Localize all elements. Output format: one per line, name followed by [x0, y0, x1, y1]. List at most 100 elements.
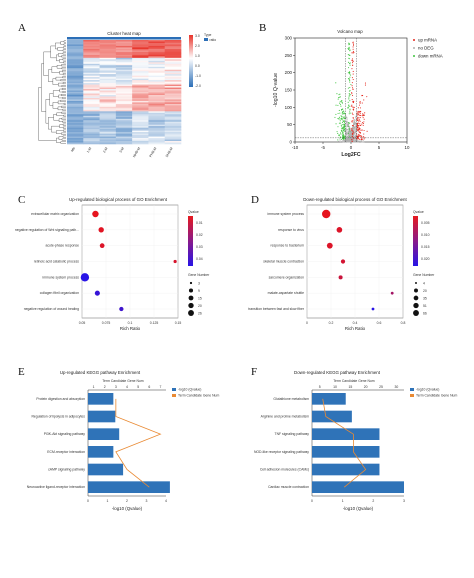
data-point — [352, 141, 354, 143]
heatmap-cell — [67, 129, 84, 131]
heatmap-cell — [148, 139, 166, 142]
heatmap-cell — [164, 121, 182, 124]
colorbar-tick: 0.0 — [195, 64, 200, 68]
size-legend-label: 51 — [423, 304, 427, 308]
data-point — [347, 78, 350, 80]
heatmap-cell — [164, 48, 182, 51]
heatmap-cell — [132, 54, 149, 57]
term-label: sarcomere organization — [269, 275, 305, 279]
heatmap-cell — [164, 56, 182, 59]
heatmap-cell — [67, 111, 84, 114]
heatmap-cell — [115, 127, 133, 130]
heatmap-cell — [164, 105, 182, 108]
x-tick-label: 0.15 — [175, 321, 182, 325]
panel-letter: B — [259, 22, 267, 34]
data-point — [348, 58, 350, 60]
heatmap-cell — [148, 72, 166, 75]
heatmap-cell — [67, 117, 84, 120]
dendrogram-branch — [49, 93, 54, 106]
heatmap-cell — [148, 65, 166, 68]
dendrogram-branch — [56, 112, 64, 116]
data-point — [349, 127, 351, 129]
heatmap-cell — [83, 99, 100, 102]
heatmap-cell — [99, 87, 117, 90]
heatmap-cell — [164, 106, 182, 109]
heatmap-cell — [132, 109, 149, 112]
data-point — [358, 125, 360, 127]
heatmap-cell — [83, 138, 100, 140]
data-point — [341, 117, 343, 119]
data-point — [346, 118, 348, 120]
heatmap-cell — [67, 40, 84, 42]
heatmap-cell — [83, 102, 100, 105]
heatmap-cell — [164, 44, 182, 47]
data-point — [351, 120, 353, 122]
heatmap-cell — [115, 109, 133, 112]
data-point — [352, 42, 354, 44]
dendrogram-branch — [63, 43, 66, 46]
heatmap-cell — [148, 45, 166, 48]
heatmap-cell — [99, 54, 117, 57]
data-point — [341, 127, 343, 129]
panel-a: A Cluster heat map Mb 1-M 2-M 3-M NHB-M PHB-M S… — [0, 0, 237, 180]
heatmap-cell — [99, 141, 117, 143]
panel-letter: D — [251, 194, 259, 206]
data-point — [338, 94, 340, 96]
heatmap-cell — [148, 115, 166, 118]
heatmap-cell — [115, 111, 133, 114]
data-point — [357, 107, 359, 109]
data-point — [351, 77, 353, 79]
data-point — [358, 127, 360, 129]
heatmap-cell — [67, 142, 84, 145]
heatmap-cell — [164, 132, 182, 134]
data-point — [352, 87, 354, 89]
category-label: Neuroactive ligand-receptor interaction — [27, 485, 85, 489]
data-point — [338, 116, 340, 118]
heatmap-cell — [132, 41, 149, 44]
heatmap-cell — [115, 81, 133, 84]
heatmap-cell — [83, 97, 100, 100]
top-axis-label: Term Candidate Gene Num — [102, 379, 143, 383]
data-point — [347, 122, 350, 124]
data-point — [360, 129, 362, 131]
heatmap-cell — [83, 65, 100, 68]
data-point — [345, 134, 348, 136]
data-point — [349, 141, 351, 143]
heatmap-cell — [67, 72, 84, 75]
go-up-chart: Up-regulated biological process of GO En… — [15, 197, 210, 331]
dendrogram-branch — [62, 58, 66, 61]
data-point — [347, 124, 349, 126]
heatmap-cell — [99, 78, 117, 81]
heatmap-cell — [132, 106, 149, 109]
heatmap-cell — [99, 112, 117, 115]
data-point — [351, 92, 353, 94]
heatmap-cell — [83, 56, 100, 59]
heatmap-cell — [115, 124, 133, 127]
heatmap-cell — [164, 86, 182, 88]
heatmap-cell — [132, 129, 149, 131]
dendrogram-branch — [62, 52, 66, 55]
data-point — [352, 120, 354, 122]
heatmap-cell — [115, 63, 133, 66]
heatmap-cell — [67, 115, 84, 118]
data-point — [357, 113, 359, 115]
data-point — [345, 120, 347, 122]
x-tick-label: 5 — [378, 145, 381, 150]
data-point — [335, 82, 337, 84]
term-label: skeletal muscle contraction — [263, 260, 304, 264]
data-point — [349, 76, 351, 78]
heatmap-cell — [164, 59, 182, 62]
data-point — [352, 127, 354, 129]
data-point — [359, 110, 361, 112]
heatmap-cell — [83, 133, 100, 136]
heatmap-cell — [67, 106, 84, 109]
heatmap-cell — [148, 68, 166, 71]
heatmap-cell — [148, 42, 166, 45]
panel-letter: A — [18, 22, 26, 34]
data-point — [345, 122, 347, 124]
data-point — [343, 121, 346, 123]
heatmap-cell — [83, 86, 100, 88]
colorbar-tick: -2.0 — [195, 84, 201, 88]
dendrogram-branch — [56, 137, 61, 143]
colorbar-tick: -1.0 — [195, 74, 201, 78]
